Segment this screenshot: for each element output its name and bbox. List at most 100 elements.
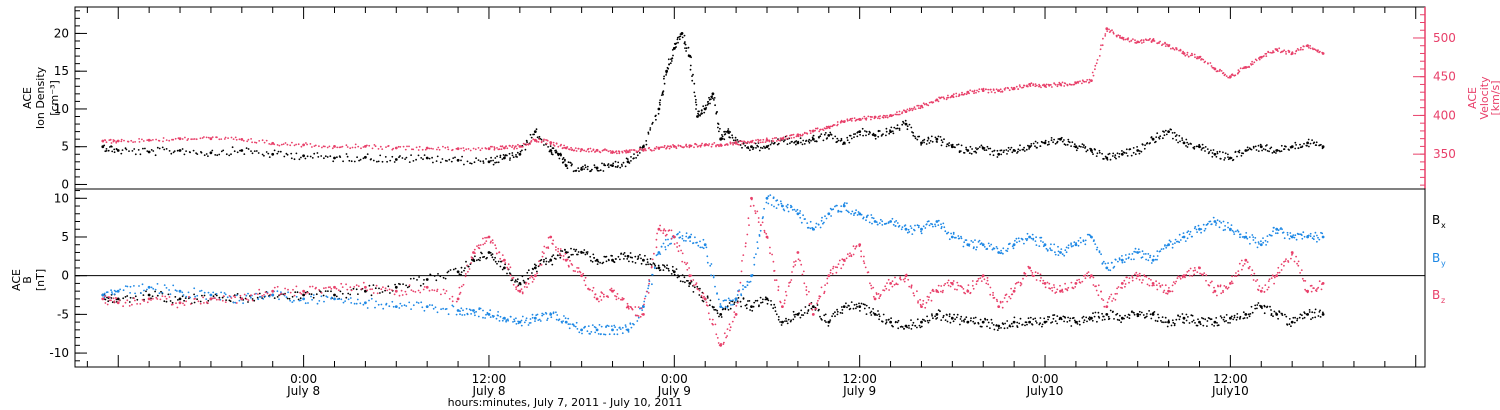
density-trace-point xyxy=(749,149,751,152)
by-trace-point xyxy=(787,210,790,213)
density-trace-point xyxy=(566,167,569,170)
density-trace-point xyxy=(502,154,505,156)
bz-trace-point xyxy=(495,252,498,255)
bx-trace-point xyxy=(696,285,699,288)
bz-trace-point xyxy=(836,266,839,269)
bx-trace-point xyxy=(196,298,199,301)
by-trace-point xyxy=(520,319,523,322)
by-trace-point xyxy=(597,333,600,335)
bx-trace-point xyxy=(1317,315,1320,317)
bx-trace-point xyxy=(970,317,972,320)
bz-trace-point xyxy=(533,278,535,281)
density-trace-point xyxy=(719,127,721,130)
density-point xyxy=(1306,141,1309,145)
density-trace-point xyxy=(818,136,820,139)
bx-trace-point xyxy=(296,291,299,294)
density-trace-point xyxy=(767,144,770,147)
bx-trace-point xyxy=(1236,316,1239,319)
bx-trace-point xyxy=(974,322,976,325)
velocity-trace-point xyxy=(751,141,753,143)
bx-point xyxy=(1028,320,1031,324)
velocity-trace-point xyxy=(886,114,888,117)
density-trace-point xyxy=(1280,144,1283,147)
density-trace-point xyxy=(598,169,600,172)
velocity-trace-point xyxy=(990,91,993,93)
density-trace-point xyxy=(692,73,694,76)
by-trace-point xyxy=(1292,234,1295,237)
density-trace-point xyxy=(992,154,995,157)
bx-trace-point xyxy=(181,295,184,298)
bx-trace-point xyxy=(1254,307,1257,310)
by-trace-point xyxy=(436,311,439,314)
density-trace-point xyxy=(1036,142,1039,144)
by-trace-point xyxy=(1265,244,1267,246)
by-trace-point xyxy=(1164,245,1166,247)
bx-trace-point xyxy=(416,279,418,281)
bx-trace-point xyxy=(378,287,380,290)
bx-trace-point xyxy=(782,321,784,323)
bz-point xyxy=(518,289,522,293)
bz-point xyxy=(642,313,645,316)
by-trace-point xyxy=(299,299,302,302)
density-trace-point xyxy=(1246,149,1248,152)
bz-trace-point xyxy=(273,286,276,289)
by-trace-point xyxy=(124,285,127,287)
bz-trace-point xyxy=(670,229,673,232)
velocity-trace-point xyxy=(1317,49,1319,52)
velocity-trace-point xyxy=(460,147,462,150)
density-trace-point xyxy=(293,158,296,161)
bx-trace-point xyxy=(793,314,796,316)
bx-trace-point xyxy=(984,318,987,321)
bz-trace-point xyxy=(1051,289,1054,292)
velocity-trace-point xyxy=(289,144,292,147)
by-trace-point xyxy=(1147,253,1150,255)
velocity-trace-point xyxy=(338,146,341,149)
bz-trace-point xyxy=(1186,271,1189,273)
bz-trace-point xyxy=(315,286,317,289)
bz-trace-point xyxy=(1235,272,1237,274)
bz-trace-point xyxy=(985,282,988,285)
by-trace-point xyxy=(1272,230,1274,233)
velocity-trace-point xyxy=(982,87,985,90)
by-trace-point xyxy=(176,290,178,292)
density-trace-point xyxy=(137,149,140,151)
velocity-trace-point xyxy=(903,109,906,112)
bz-trace-point xyxy=(956,281,959,284)
density-trace-point xyxy=(782,140,785,143)
by-trace-point xyxy=(830,215,832,217)
bz-trace-point xyxy=(789,281,792,284)
velocity-trace-point xyxy=(1134,39,1136,42)
bz-trace-point xyxy=(647,292,650,294)
velocity-trace-point xyxy=(1104,35,1107,37)
velocity-trace-point xyxy=(184,136,186,139)
bx-trace-point xyxy=(785,320,788,322)
bz-trace-point xyxy=(422,288,425,291)
velocity-trace-point xyxy=(371,147,374,150)
bx-trace-point xyxy=(946,314,948,316)
by-trace-point xyxy=(840,210,843,213)
velocity-point xyxy=(626,150,630,154)
density-trace-point xyxy=(912,134,915,137)
by-trace-point xyxy=(1165,246,1168,249)
velocity-trace-point xyxy=(865,117,868,120)
by-trace-point xyxy=(630,326,633,329)
velocity-point xyxy=(503,146,506,150)
by-trace-point xyxy=(603,333,605,336)
bz-trace-point xyxy=(726,328,729,330)
velocity-point xyxy=(394,146,398,150)
velocity-trace-point xyxy=(1296,48,1299,50)
bz-trace-point xyxy=(775,279,778,281)
velocity-trace-point xyxy=(952,93,955,96)
density-trace-point xyxy=(1195,145,1198,148)
density-trace-point xyxy=(810,139,812,142)
bx-trace-point xyxy=(564,249,566,251)
bx-trace-point xyxy=(437,273,439,275)
bz-trace-point xyxy=(962,288,965,290)
bz-trace-point xyxy=(1108,297,1110,300)
by-trace-point xyxy=(918,224,920,227)
density-trace-point xyxy=(399,155,401,157)
bx-trace-point xyxy=(1177,315,1180,317)
bz-trace-point xyxy=(1035,279,1038,281)
bz-trace-point xyxy=(620,298,622,301)
bx-trace-point xyxy=(699,287,701,290)
